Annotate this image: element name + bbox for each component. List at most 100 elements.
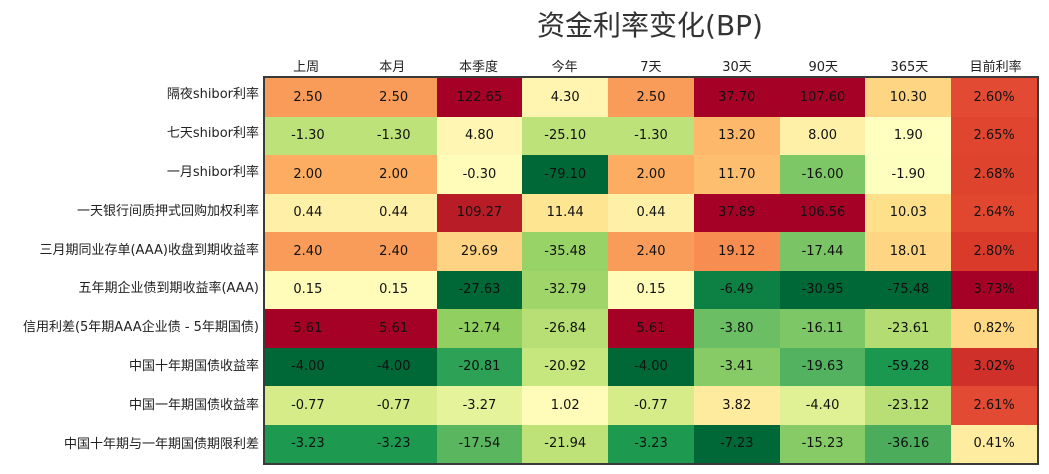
heatmap-cell: -23.61 <box>865 309 952 348</box>
heatmap-cell: -35.48 <box>522 232 609 271</box>
heatmap-cell: 8.00 <box>779 116 866 155</box>
heatmap-cell: 3.82 <box>693 386 780 425</box>
heatmap-cell: 107.60 <box>779 78 866 117</box>
heatmap-cell: -21.94 <box>522 424 609 463</box>
heatmap-cell: -1.30 <box>608 116 694 155</box>
row-label: 中国十年期与一年期国债期限利差 <box>63 437 259 453</box>
heatmap-cell: -3.80 <box>693 309 780 348</box>
heatmap-cell: 10.30 <box>865 78 952 117</box>
row-label: 一天银行间质押式回购加权利率 <box>76 203 259 219</box>
heatmap-cell: -17.54 <box>436 424 523 463</box>
heatmap-cell: 37.89 <box>693 193 780 232</box>
heatmap-cell: 18.01 <box>865 232 952 271</box>
heatmap-cell: 0.44 <box>608 193 694 232</box>
heatmap-cell: -27.63 <box>436 270 523 309</box>
heatmap-cell: 13.20 <box>693 116 780 155</box>
heatmap-cell: -4.00 <box>350 347 437 386</box>
row-labels: 隔夜shibor利率 七天shibor利率 一月shibor利率一天银行间质押式回购… <box>0 76 259 465</box>
heatmap-cell: 1.90 <box>865 116 952 155</box>
heatmap-cell: -0.30 <box>436 155 523 194</box>
heatmap-cell: -75.48 <box>865 270 952 309</box>
heatmap-cell: 2.00 <box>608 155 694 194</box>
column-headers: 上周 本月 本季度 今年 7天 30天 90天 365天 目前利率 <box>263 56 1039 76</box>
heatmap-cell: 0.82% <box>951 309 1037 348</box>
heatmap-cell: 2.50 <box>265 78 351 117</box>
heatmap-cell: -20.92 <box>522 347 609 386</box>
heatmap-cell: -17.44 <box>779 232 866 271</box>
heatmap-cell: 2.61% <box>951 386 1037 425</box>
column-header: 本季度 <box>458 60 498 75</box>
heatmap-cell: -3.23 <box>265 424 351 463</box>
heatmap-cell: -12.74 <box>436 309 523 348</box>
heatmap-cell: -26.84 <box>522 309 609 348</box>
row-label: 信用利差(5年期AAA企业债 - 5年期国债) <box>22 320 259 336</box>
column-header: 365天 <box>890 60 929 75</box>
heatmap-cell: -19.63 <box>779 347 866 386</box>
heatmap-cell: 0.44 <box>350 193 437 232</box>
column-header: 今年 <box>551 60 578 75</box>
heatmap-cell: 5.61 <box>265 309 351 348</box>
column-header: 90天 <box>808 60 838 75</box>
row-label: 七天shibor利率 <box>166 125 259 141</box>
heatmap-cell: 0.44 <box>265 193 351 232</box>
heatmap-cell: 2.50 <box>608 78 694 117</box>
heatmap-cell: -4.40 <box>779 386 866 425</box>
heatmap-cell: 109.27 <box>436 193 523 232</box>
heatmap-cell: 0.15 <box>350 270 437 309</box>
heatmap-grid: 2.50 2.50 122.65 4.30 2.50 37.70 107.60 10.30 2.… <box>263 76 1039 465</box>
heatmap-cell: -3.41 <box>693 347 780 386</box>
column-header: 目前利率 <box>969 60 1022 75</box>
heatmap-cell: -1.30 <box>350 116 437 155</box>
row-label: 中国一年期国债收益率 <box>128 398 259 414</box>
heatmap-cell: 0.15 <box>608 270 694 309</box>
column-header: 30天 <box>722 60 752 75</box>
heatmap-cell: 2.68% <box>951 155 1037 194</box>
row-label: 五年期企业债到期收益率(AAA) <box>78 281 259 297</box>
column-header: 本月 <box>379 60 406 75</box>
heatmap-cell: 10.03 <box>865 193 952 232</box>
column-header: 7天 <box>640 60 662 75</box>
heatmap-cell: 2.50 <box>350 78 437 117</box>
heatmap-cell: 106.56 <box>779 193 866 232</box>
heatmap-cell: -32.79 <box>522 270 609 309</box>
heatmap-cell: 2.00 <box>350 155 437 194</box>
heatmap-cell: 2.40 <box>265 232 351 271</box>
heatmap-cell: -1.30 <box>265 116 351 155</box>
heatmap-cell: -0.77 <box>265 386 351 425</box>
heatmap-cell: 1.02 <box>522 386 609 425</box>
heatmap-cell: -3.23 <box>350 424 437 463</box>
heatmap-cell: 29.69 <box>436 232 523 271</box>
row-label: 隔夜shibor利率 <box>166 87 259 102</box>
heatmap-cell: -6.49 <box>693 270 780 309</box>
heatmap-cell: -4.00 <box>265 347 351 386</box>
heatmap-cell: -0.77 <box>608 386 694 425</box>
heatmap-cell: -30.95 <box>779 270 866 309</box>
heatmap-cell: -0.77 <box>350 386 437 425</box>
heatmap-cell: -23.12 <box>865 386 952 425</box>
heatmap-cell: 2.00 <box>265 155 351 194</box>
heatmap-cell: 0.41% <box>951 424 1037 463</box>
row-label: 中国十年期国债收益率 <box>128 359 259 375</box>
heatmap-cell: -7.23 <box>693 424 780 463</box>
heatmap-cell: 19.12 <box>693 232 780 271</box>
heatmap-cell: -20.81 <box>436 347 523 386</box>
heatmap-cell: 5.61 <box>350 309 437 348</box>
heatmap-cell: 2.80% <box>951 232 1037 271</box>
heatmap-cell: 0.15 <box>265 270 351 309</box>
heatmap-cell: -16.11 <box>779 309 866 348</box>
heatmap-cell: 122.65 <box>436 78 523 117</box>
heatmap-cell: -59.28 <box>865 347 952 386</box>
row-label: 一月shibor利率 <box>166 164 259 180</box>
chart-title: 资金利率变化(BP) <box>537 9 763 42</box>
heatmap-cell: 11.44 <box>522 193 609 232</box>
heatmap-cell: 2.40 <box>608 232 694 271</box>
heatmap-cell: -16.00 <box>779 155 866 194</box>
heatmap-cell: -4.00 <box>608 347 694 386</box>
heatmap-cell: 11.70 <box>693 155 780 194</box>
heatmap-cell: -1.90 <box>865 155 952 194</box>
heatmap-cell: 5.61 <box>608 309 694 348</box>
row-label: 三月期同业存单(AAA)收盘到期收益率 <box>39 242 259 258</box>
heatmap-cell: 2.60% <box>951 78 1037 117</box>
heatmap-cell: 2.40 <box>350 232 437 271</box>
heatmap-cell: -3.23 <box>608 424 694 463</box>
